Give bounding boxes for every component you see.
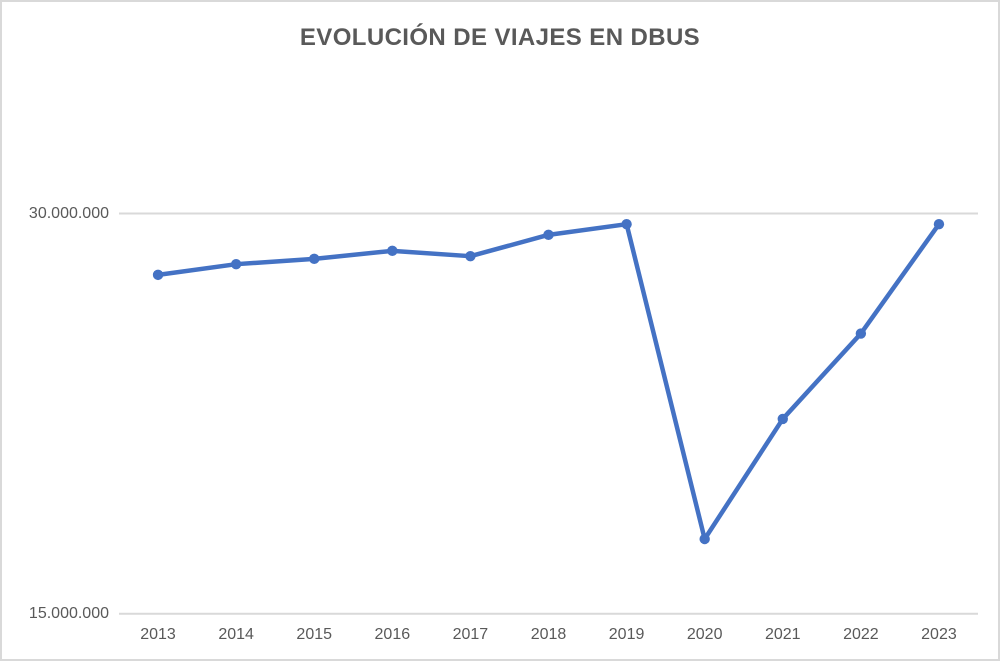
data-point-markers	[152, 218, 945, 545]
y-axis-tick-label: 15.000.000	[28, 604, 109, 622]
x-axis-tick-label: 2015	[296, 626, 333, 643]
x-axis-tick-label: 2022	[843, 626, 879, 643]
data-point-marker	[387, 245, 398, 257]
x-axis-tick-label: 2020	[686, 626, 723, 643]
data-point-marker	[777, 413, 788, 425]
x-axis-tick-label: 2016	[374, 626, 411, 643]
data-point-marker	[855, 328, 867, 339]
data-point-marker	[621, 218, 632, 230]
data-point-marker	[543, 229, 554, 241]
x-axis-tick-label: 2018	[530, 626, 567, 643]
x-axis-tick-label: 2021	[764, 626, 801, 643]
data-point-marker	[309, 253, 320, 265]
x-axis-tick-label: 2019	[608, 626, 645, 643]
x-axis-tick-label: 2014	[218, 626, 254, 643]
data-point-marker	[933, 218, 945, 230]
data-point-marker	[699, 533, 710, 545]
x-axis-tick-label: 2013	[140, 626, 176, 643]
data-series-line	[155, 221, 942, 542]
data-point-marker	[230, 258, 242, 270]
series-polyline	[155, 221, 942, 542]
data-point-marker	[152, 269, 164, 281]
y-axis-tick-label: 30.000.000	[28, 204, 109, 222]
chart-title: EVOLUCIÓN DE VIAJES EN DBUS	[299, 24, 701, 51]
x-axis-tick-label: 2023	[921, 626, 957, 643]
x-axis-tick-label: 2017	[452, 626, 489, 643]
data-point-marker	[465, 250, 476, 262]
gridlines	[119, 212, 978, 615]
